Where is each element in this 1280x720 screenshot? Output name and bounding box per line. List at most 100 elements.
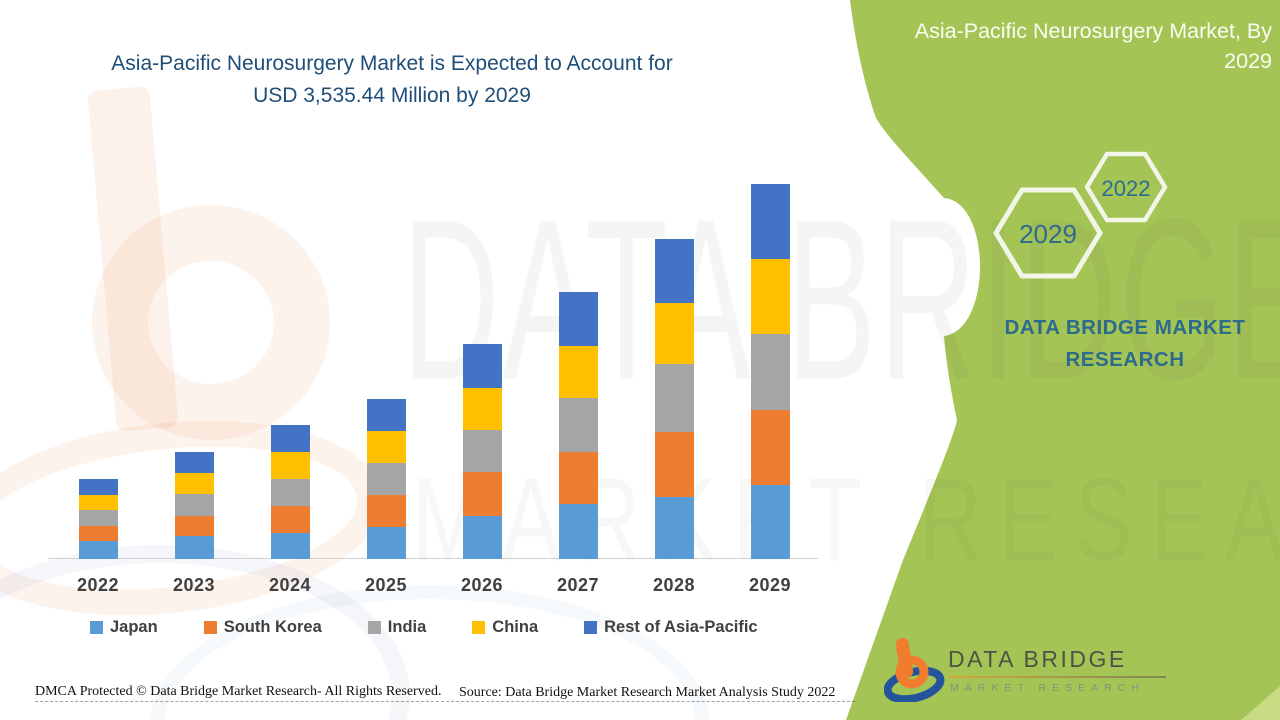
legend-label: South Korea xyxy=(223,618,322,636)
footer-dmca-text: DMCA Protected © Data Bridge Market Rese… xyxy=(35,684,442,699)
x-axis-label-2026: 2026 xyxy=(460,575,504,595)
stacked-bar-2027 xyxy=(559,292,598,559)
bar-segment-china xyxy=(559,346,598,398)
x-axis-label-2023: 2023 xyxy=(172,575,216,595)
legend-label: Japan xyxy=(110,618,158,636)
bar-segment-rest-of-asia-pacific xyxy=(271,425,310,452)
bar-segment-south-korea xyxy=(271,506,310,533)
bar-segment-south-korea xyxy=(175,516,214,536)
bar-segment-rest-of-asia-pacific xyxy=(175,452,214,473)
stacked-bar-2029 xyxy=(751,184,790,559)
logo-tagline: MARKET RESEARCH xyxy=(950,682,1145,694)
stacked-bar-2024 xyxy=(271,425,310,559)
brand-text-line2: RESEARCH xyxy=(1065,348,1185,371)
bar-segment-china xyxy=(271,452,310,479)
chart-title-line2: USD 3,535.44 Million by 2029 xyxy=(253,84,531,107)
bar-segment-india xyxy=(751,334,790,410)
legend-label: India xyxy=(387,618,427,636)
bar-segment-china xyxy=(655,303,694,364)
bar-segment-south-korea xyxy=(655,432,694,497)
bar-segment-india xyxy=(175,494,214,516)
brand-text: DATA BRIDGE MARKET RESEARCH xyxy=(950,312,1280,376)
panel-title-line1: Asia-Pacific Neurosurgery Market, By xyxy=(914,19,1272,43)
bar-segment-japan xyxy=(175,536,214,559)
bar-segment-japan xyxy=(367,527,406,559)
legend-swatch-icon xyxy=(584,621,598,634)
bar-segment-rest-of-asia-pacific xyxy=(367,399,406,431)
bar-segment-japan xyxy=(271,533,310,559)
x-axis-line xyxy=(48,558,818,559)
bar-segment-rest-of-asia-pacific xyxy=(751,184,790,259)
bar-segment-rest-of-asia-pacific xyxy=(655,239,694,303)
legend-swatch-icon xyxy=(203,621,217,634)
x-axis-label-2024: 2024 xyxy=(268,575,312,595)
bar-segment-india xyxy=(79,510,118,526)
legend-label: Rest of Asia-Pacific xyxy=(604,618,758,636)
bar-segment-rest-of-asia-pacific xyxy=(463,344,502,388)
legend-swatch-icon xyxy=(367,621,381,634)
logo-wordmark: DATA BRIDGE xyxy=(948,646,1127,672)
legend-item-china: China xyxy=(472,618,538,637)
hexagon-2022-label: 2022 xyxy=(1102,176,1151,201)
panel-title: Asia-Pacific Neurosurgery Market, By 202… xyxy=(860,16,1272,76)
legend-label: China xyxy=(492,618,539,636)
hexagon-2022 xyxy=(1084,151,1168,223)
green-panel-shape xyxy=(846,0,1280,720)
bar-segment-india xyxy=(271,479,310,506)
brand-text-line1: DATA BRIDGE MARKET xyxy=(1004,316,1246,339)
corner-accent-triangle xyxy=(1241,686,1280,720)
panel-title-line2: 2029 xyxy=(1224,49,1272,73)
bar-segment-china xyxy=(175,473,214,494)
bar-segment-india xyxy=(559,398,598,452)
bar-segment-south-korea xyxy=(559,452,598,504)
company-logo: DATA BRIDGE MARKET RESEARCH xyxy=(884,636,1214,706)
bar-segment-south-korea xyxy=(463,472,502,516)
bar-segment-japan xyxy=(463,516,502,559)
hexagon-2029 xyxy=(993,187,1103,279)
x-axis-label-2029: 2029 xyxy=(748,575,792,595)
hexagon-2029-label: 2029 xyxy=(1019,219,1077,249)
bar-segment-japan xyxy=(751,485,790,559)
logo-divider xyxy=(948,676,1166,678)
bar-segment-south-korea xyxy=(79,526,118,541)
x-axis-label-2028: 2028 xyxy=(652,575,696,595)
bar-segment-china xyxy=(367,431,406,463)
footer-divider-line xyxy=(35,701,855,702)
bar-segment-japan xyxy=(559,504,598,559)
stacked-bar-2022 xyxy=(79,479,118,559)
bar-segment-japan xyxy=(655,497,694,559)
legend-swatch-icon xyxy=(472,621,486,634)
bar-segment-south-korea xyxy=(751,410,790,485)
stacked-bar-2023 xyxy=(175,452,214,559)
data-bridge-logo-icon xyxy=(884,638,945,702)
stacked-bar-2025 xyxy=(367,399,406,559)
chart-title: Asia-Pacific Neurosurgery Market is Expe… xyxy=(72,48,712,112)
x-axis-label-2025: 2025 xyxy=(364,575,408,595)
bar-segment-china xyxy=(79,495,118,510)
x-axis-label-2027: 2027 xyxy=(556,575,600,595)
legend-item-japan: Japan xyxy=(90,618,158,637)
bar-segment-south-korea xyxy=(367,495,406,527)
bar-segment-china xyxy=(463,388,502,430)
legend-swatch-icon xyxy=(90,621,103,634)
bar-segment-rest-of-asia-pacific xyxy=(559,292,598,346)
chart-legend: Japan South Korea India China Rest of Asia-P… xyxy=(90,618,758,637)
stacked-bar-2026 xyxy=(463,344,502,559)
logo-orange-bowl xyxy=(895,655,929,689)
legend-item-rest-of-asia-pacific: Rest of Asia-Pacific xyxy=(584,618,758,637)
chart-title-line1: Asia-Pacific Neurosurgery Market is Expe… xyxy=(111,52,673,75)
stacked-bar-2028 xyxy=(655,239,694,559)
bar-segment-japan xyxy=(79,541,118,559)
legend-item-south-korea: South Korea xyxy=(203,618,322,637)
bar-segment-india xyxy=(367,463,406,495)
x-axis-label-2022: 2022 xyxy=(76,575,120,595)
legend-item-india: India xyxy=(367,618,427,637)
bar-segment-rest-of-asia-pacific xyxy=(79,479,118,495)
bar-segment-india xyxy=(463,430,502,472)
bar-segment-china xyxy=(751,259,790,334)
footer-source-text: Source: Data Bridge Market Research Mark… xyxy=(459,685,836,700)
bar-segment-india xyxy=(655,364,694,432)
